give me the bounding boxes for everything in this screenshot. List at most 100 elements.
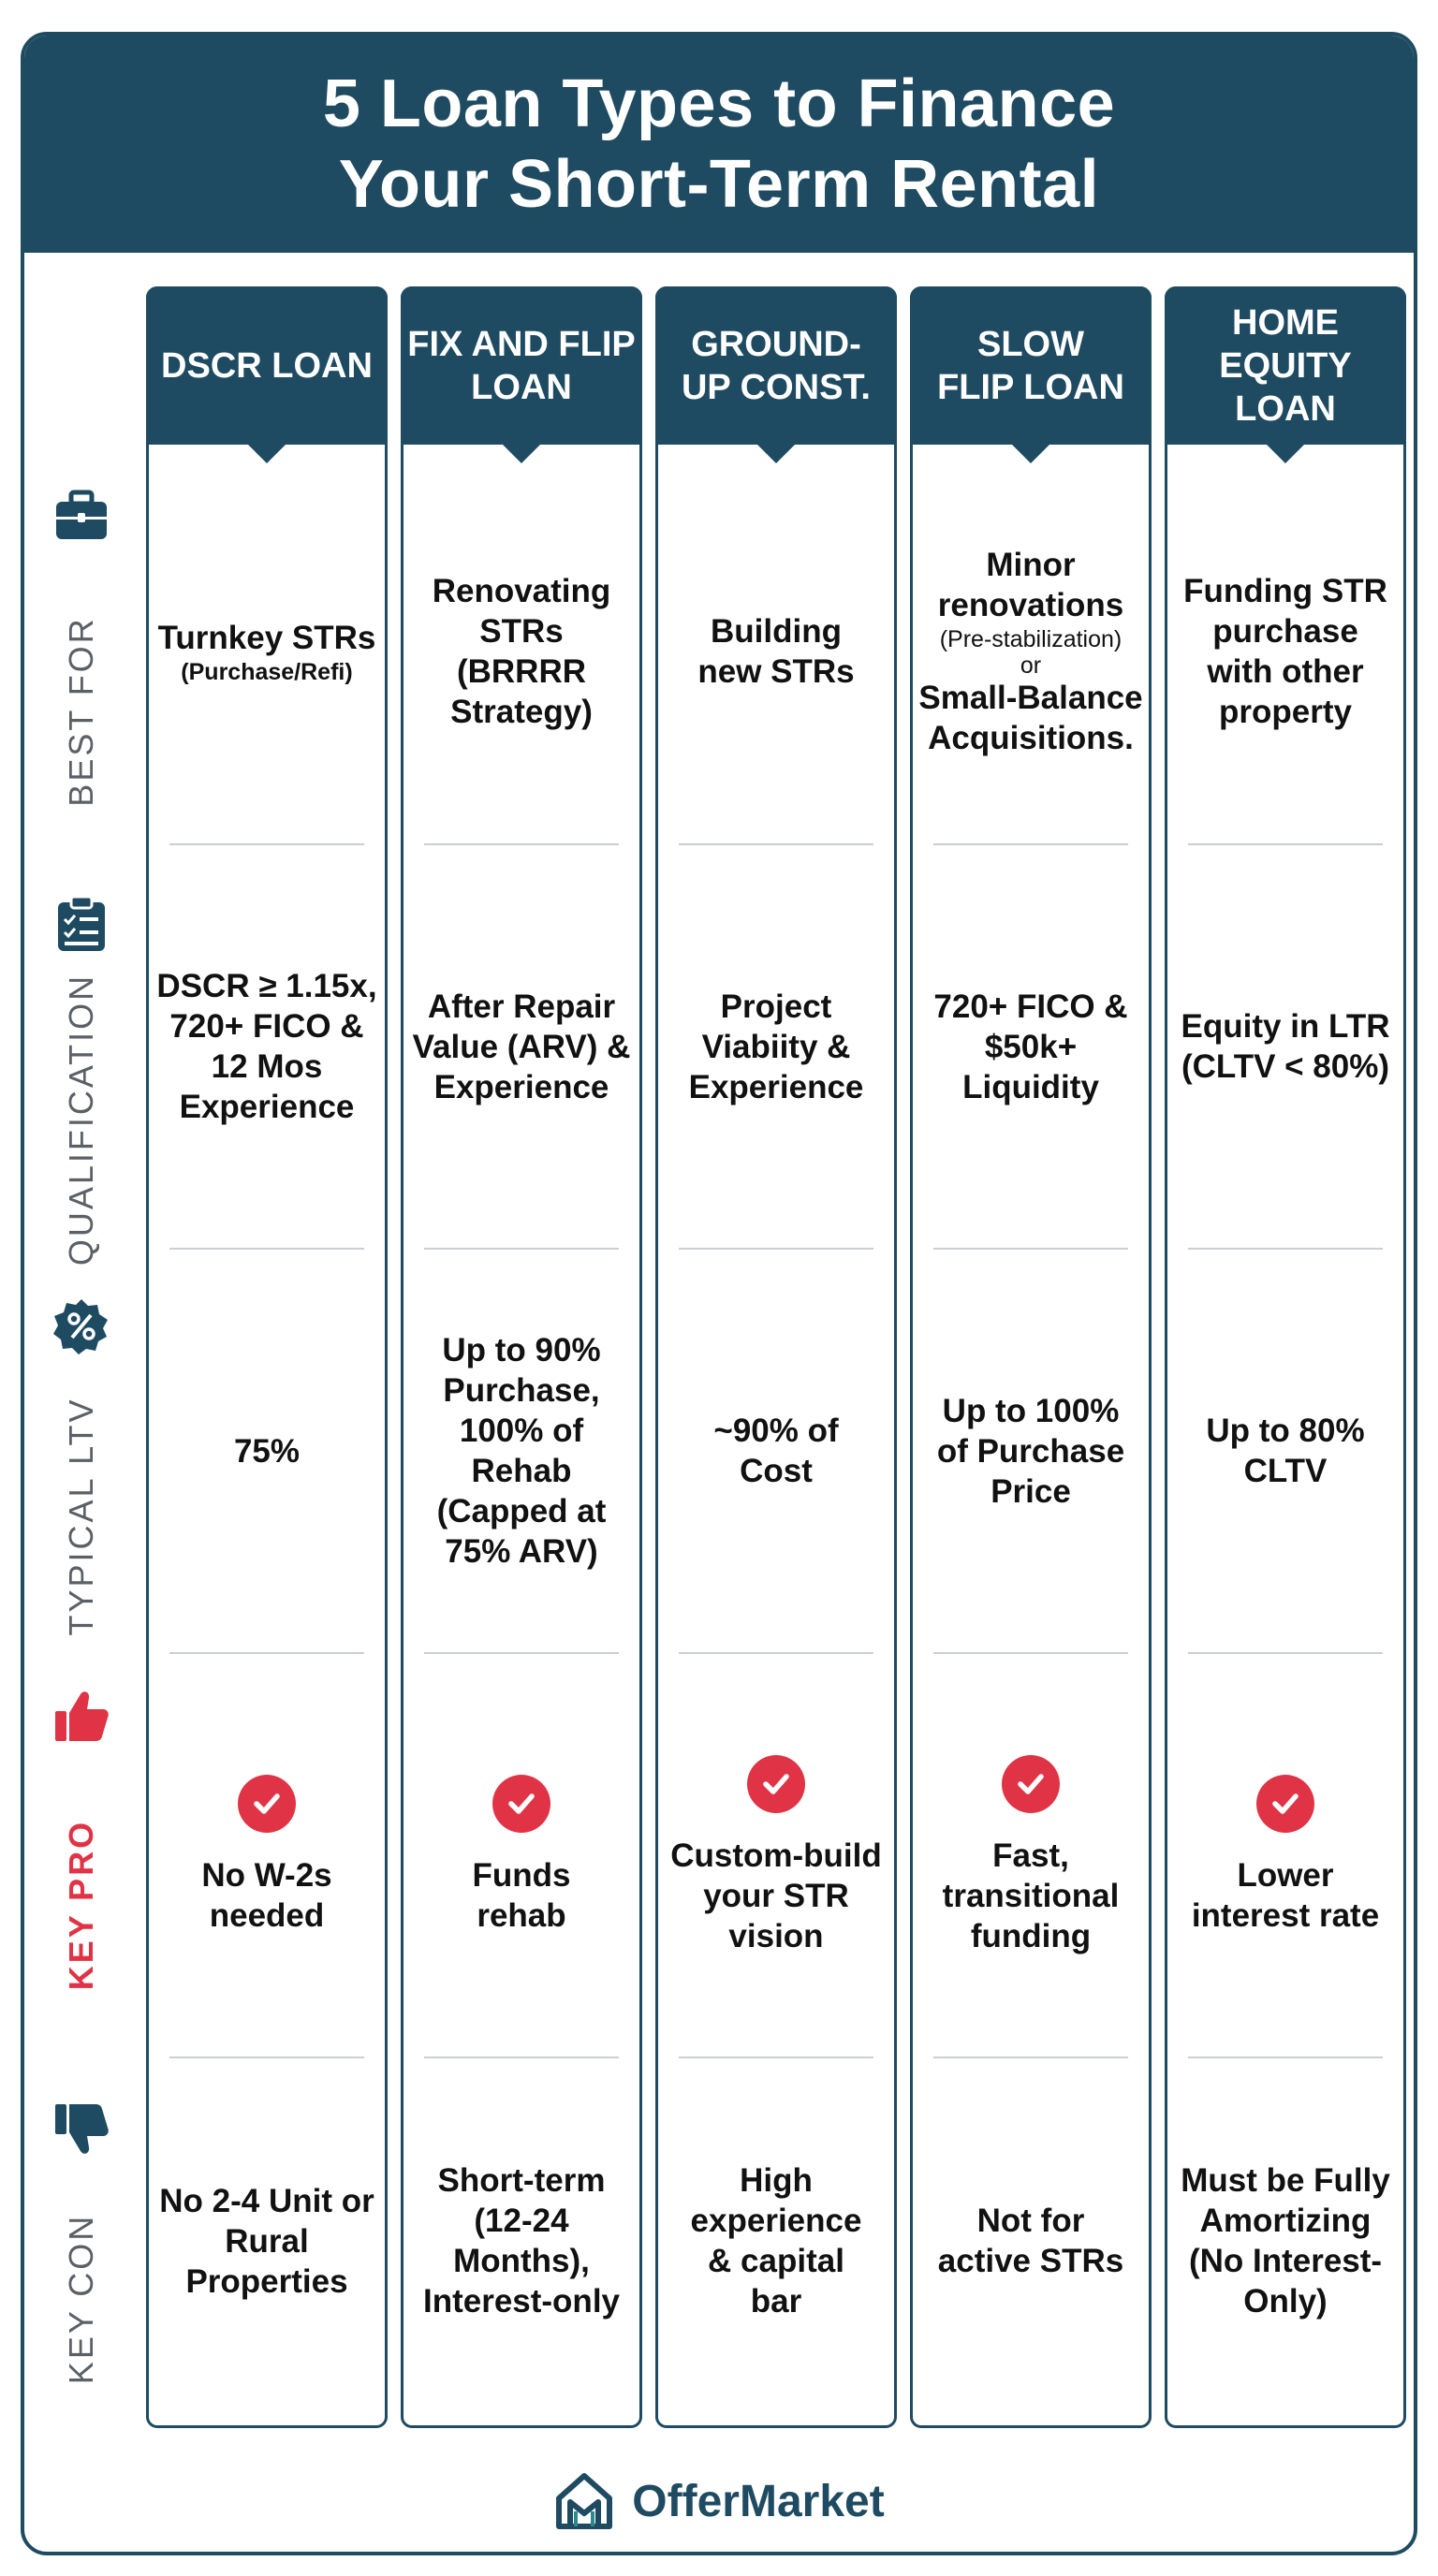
row-label-text: QUALIFICATION	[62, 973, 100, 1266]
column-header: GROUND-UP CONST.	[655, 286, 897, 463]
key-con-text: No 2-4 Unit or Rural Properties	[159, 2182, 374, 2300]
ltv-cell: Up to 90% Purchase, 100% of Rehab (Cappe…	[404, 1250, 639, 1652]
key-con-cell: Not for active STRs	[913, 2058, 1149, 2423]
key-pro-cell: No W-2s needed	[149, 1654, 385, 2056]
ltv-text: Up to 100% of Purchase Price	[936, 1392, 1125, 1510]
row-divider	[169, 1248, 364, 1250]
row-divider	[933, 1248, 1128, 1250]
row-label-typical-ltv: TYPICAL LTV	[24, 1252, 135, 1655]
key-pro-cell: Lower interest rate	[1167, 1654, 1403, 2056]
loan-column-slow-flip: SLOW FLIP LOAN Minor renovations (Pre-st…	[910, 286, 1152, 2428]
qualification-text: DSCR ≥ 1.15x, 720+ FICO & 12 Mos Experie…	[156, 968, 377, 1125]
qualification-text: Equity in LTR (CLTV < 80%)	[1181, 1008, 1390, 1085]
row-divider	[1188, 843, 1383, 845]
row-divider	[169, 2056, 364, 2058]
row-divider	[169, 1652, 364, 1654]
column-header: FIX AND FLIP LOAN	[401, 286, 642, 463]
key-pro-cell: Fast, transitional funding	[913, 1654, 1149, 2056]
best-for-or: or	[1020, 652, 1042, 679]
ltv-cell: Up to 80% CLTV	[1167, 1250, 1403, 1652]
row-label-text: BEST FOR	[62, 616, 100, 807]
thumbs-down-icon	[55, 2104, 109, 2154]
qualification-cell: DSCR ≥ 1.15x, 720+ FICO & 12 Mos Experie…	[149, 845, 385, 1248]
best-for-cell: Funding STR purchase with other property	[1167, 460, 1403, 843]
row-divider	[679, 1248, 873, 1250]
check-circle-icon	[1256, 1775, 1314, 1833]
key-con-text: Not for active STRs	[937, 2203, 1124, 2279]
offermarket-house-logo-icon	[556, 2473, 613, 2529]
loan-column-dscr: DSCR LOAN Turnkey STRs (Purchase/Refi) D…	[146, 286, 388, 2428]
row-label-key-con: KEY CON	[24, 2057, 135, 2460]
best-for-text: Building new STRs	[697, 613, 855, 690]
row-label-qualification: QUALIFICATION	[24, 850, 135, 1266]
title-line-1: 5 Loan Types to Finance	[322, 66, 1116, 141]
loan-column-ground-up: GROUND-UP CONST. Building new STRs Proje…	[655, 286, 897, 2428]
row-divider	[169, 843, 364, 845]
title-line-2: Your Short-Term Rental	[338, 147, 1100, 222]
column-title: DSCR LOAN	[161, 345, 373, 386]
best-for-text: Funding STR purchase with other property	[1183, 573, 1387, 730]
qualification-cell: Project Viabiity & Experience	[658, 845, 894, 1248]
page-title: 5 Loan Types to Finance Your Short-Term …	[323, 64, 1115, 225]
key-con-cell: No 2-4 Unit or Rural Properties	[149, 2058, 385, 2423]
best-for-text-2: Small-Balance Acquisitions.	[918, 680, 1143, 756]
row-divider	[1188, 1652, 1383, 1654]
key-con-cell: Short-term (12-24 Months), Interest-only	[404, 2058, 639, 2423]
qualification-cell: Equity in LTR (CLTV < 80%)	[1167, 845, 1403, 1248]
ltv-text: Up to 90% Purchase, 100% of Rehab (Cappe…	[436, 1332, 607, 1570]
check-circle-icon	[1002, 1754, 1060, 1813]
percent-badge-icon	[53, 1299, 108, 1354]
loan-column-fix-and-flip: FIX AND FLIP LOAN Renovating STRs (BRRRR…	[401, 286, 642, 2428]
qualification-cell: After Repair Value (ARV) & Experience	[404, 845, 639, 1248]
key-pro-cell: Custom-build your STR vision	[658, 1654, 894, 2056]
infographic-card: 5 Loan Types to Finance Your Short-Term …	[21, 32, 1417, 2555]
row-divider	[424, 1248, 619, 1250]
key-pro-text: No W-2s needed	[201, 1857, 332, 1934]
best-for-cell: Renovating STRs (BRRRR Strategy)	[404, 460, 639, 843]
column-header: SLOW FLIP LOAN	[910, 286, 1152, 463]
ltv-cell: 75%	[149, 1250, 385, 1652]
key-con-cell: Must be Fully Amortizing (No Interest-On…	[1167, 2058, 1403, 2423]
check-circle-icon	[747, 1754, 805, 1813]
row-divider	[679, 1652, 873, 1654]
key-pro-text: Custom-build your STR vision	[670, 1837, 882, 1954]
row-divider	[1188, 2056, 1383, 2058]
best-for-text: Turnkey STRs	[157, 619, 376, 656]
row-divider	[424, 1652, 619, 1654]
key-pro-text: Fast, transitional funding	[942, 1837, 1120, 1954]
best-for-cell: Minor renovations (Pre-stabilization) or…	[913, 460, 1149, 843]
row-divider	[424, 2056, 619, 2058]
best-for-text: Minor renovations	[937, 547, 1124, 623]
qualification-text: 720+ FICO & $50k+ Liquidity	[933, 988, 1128, 1105]
best-for-note: (Pre-stabilization)	[939, 626, 1123, 652]
ltv-cell: Up to 100% of Purchase Price	[913, 1250, 1149, 1652]
column-title: FIX AND FLIP LOAN	[407, 324, 636, 407]
row-divider	[1188, 1248, 1383, 1250]
qualification-text: After Repair Value (ARV) & Experience	[412, 988, 631, 1105]
thumbs-up-icon	[55, 1691, 109, 1741]
column-title: GROUND-UP CONST.	[681, 324, 871, 407]
row-divider	[933, 2056, 1128, 2058]
loan-column-home-equity: HOME EQUITY LOAN Funding STR purchase wi…	[1165, 286, 1406, 2428]
key-pro-cell: Funds rehab	[404, 1654, 639, 2056]
row-label-text: KEY PRO	[62, 1819, 100, 1991]
footer: OfferMarket	[24, 2451, 1414, 2552]
briefcase-icon	[56, 490, 107, 539]
ltv-text: ~90% of Cost	[713, 1412, 839, 1489]
row-label-best-for: BEST FOR	[24, 457, 135, 850]
column-header: DSCR LOAN	[146, 286, 388, 463]
row-divider	[679, 2056, 873, 2058]
best-for-text: Renovating STRs (BRRRR Strategy)	[432, 573, 611, 730]
row-divider	[679, 843, 873, 845]
row-label-text: TYPICAL LTV	[62, 1397, 100, 1636]
key-con-text: High experience & capital bar	[690, 2162, 862, 2320]
key-pro-text: Funds rehab	[472, 1857, 571, 1934]
qualification-cell: 720+ FICO & $50k+ Liquidity	[913, 845, 1149, 1248]
check-circle-icon	[238, 1775, 296, 1833]
row-label-key-pro: KEY PRO	[24, 1655, 135, 2057]
ltv-text: 75%	[233, 1432, 301, 1470]
title-banner: 5 Loan Types to Finance Your Short-Term …	[24, 36, 1414, 253]
key-pro-text: Lower interest rate	[1191, 1857, 1380, 1934]
ltv-cell: ~90% of Cost	[658, 1250, 894, 1652]
best-for-note: (Purchase/Refi)	[181, 658, 353, 685]
